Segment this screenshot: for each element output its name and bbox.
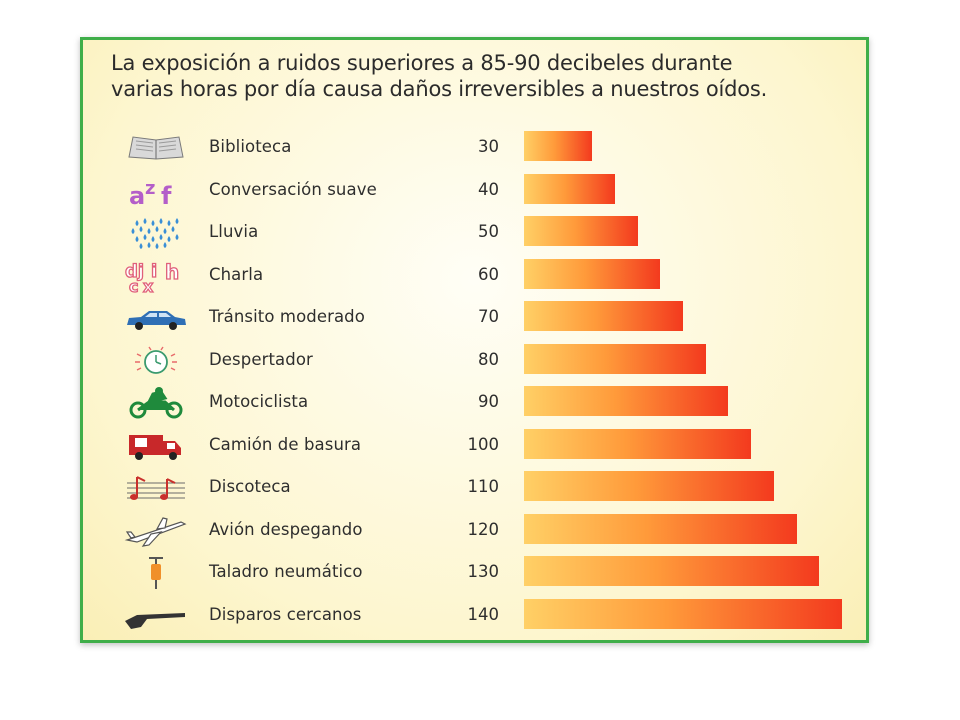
chart-row: Lluvia 50 [83,212,872,254]
chart-row: dj i h c x Charla 60 [83,255,872,297]
category-label: Lluvia [209,222,259,241]
svg-text:i: i [151,261,157,282]
chart-panel: La exposición a ruidos superiores a 85-9… [80,37,869,643]
rain-drops-icon [123,216,189,250]
book-icon [123,131,189,165]
category-label: Charla [209,264,264,284]
value-label: 100 [467,434,500,454]
bar-9 [524,471,774,501]
bar-1 [524,131,592,161]
bar-8 [524,428,751,459]
chart-row: Discoteca 110 [83,467,872,509]
value-label: 90 [478,392,499,411]
category-label: Disparos cercanos [209,604,362,624]
value-label: 50 [478,222,499,241]
alarm-clock-icon [123,344,189,378]
chart-row: Camión de basura 100 [83,425,872,467]
value-label: 110 [467,477,500,496]
chart-row: Taladro neumático 130 [83,552,872,594]
svg-text:c: c [129,277,138,293]
bar-7 [524,386,728,416]
bar-4 [524,258,660,289]
motorcycle-icon [123,386,189,420]
category-label: Discoteca [209,477,291,496]
garbage-truck-icon [123,429,189,463]
value-label: 80 [478,349,499,369]
category-label: Avión despegando [209,519,363,539]
rifle-icon [123,599,189,633]
category-label: Taladro neumático [209,562,363,581]
bar-6 [524,343,706,374]
chart-row: a z f Conversación suave 40 [83,170,872,212]
bar-12 [524,598,842,629]
value-label: 130 [467,562,500,581]
chart-row: Motociclista 90 [83,382,872,424]
value-label: 30 [478,137,499,156]
airplane-icon [123,514,189,548]
chart-row: Tránsito moderado 70 [83,297,872,339]
chart-row: Biblioteca 30 [83,127,872,169]
category-label: Conversación suave [209,179,377,199]
chart-row: Disparos cercanos 140 [83,595,872,637]
chart-row: Avión despegando 120 [83,510,872,552]
bar-10 [524,513,797,544]
svg-text:z: z [145,178,155,199]
bar-5 [524,301,683,331]
car-icon [123,301,189,335]
chart-title: La exposición a ruidos superiores a 85-9… [111,51,768,101]
value-label: 40 [478,179,499,199]
svg-text:dj: dj [125,261,144,282]
letters-chat-icon: dj i h c x [123,259,189,296]
category-label: Despertador [209,349,313,369]
svg-text:f: f [161,182,172,208]
svg-text:a: a [129,182,145,208]
category-label: Biblioteca [209,137,292,156]
value-label: 140 [467,604,500,624]
bar-11 [524,556,819,586]
value-label: 70 [478,307,499,326]
svg-text:h: h [165,260,179,284]
category-label: Camión de basura [209,434,362,454]
svg-text:x: x [143,277,154,293]
category-label: Motociclista [209,392,309,411]
category-label: Tránsito moderado [209,307,365,326]
bar-3 [524,216,638,246]
bar-2 [524,173,615,204]
jackhammer-icon [123,556,189,590]
value-label: 60 [478,264,499,284]
chart-row: Despertador 80 [83,340,872,382]
music-notes-icon [123,471,189,505]
value-label: 120 [467,519,500,539]
